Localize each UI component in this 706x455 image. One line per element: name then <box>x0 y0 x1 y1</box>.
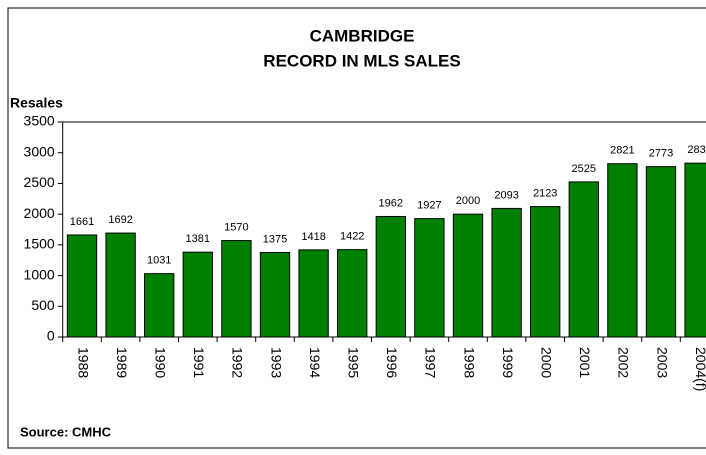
y-axis-label: Resales <box>10 95 63 111</box>
y-tick-label: 0 <box>47 328 55 344</box>
value-label: 1570 <box>224 221 248 233</box>
value-label: 2525 <box>572 163 596 175</box>
value-label: 1692 <box>108 214 132 226</box>
bar <box>645 166 677 338</box>
value-label: 1661 <box>70 216 94 228</box>
x-tick-label: 1989 <box>114 347 130 378</box>
bar <box>144 273 175 338</box>
value-label: 2830 <box>687 144 706 156</box>
value-label: 1422 <box>340 231 364 243</box>
y-tick-label: 2000 <box>24 205 55 221</box>
value-label: 1381 <box>186 233 210 245</box>
value-label: 1418 <box>301 231 325 243</box>
bar <box>221 240 252 338</box>
y-tick-label: 2500 <box>24 174 55 190</box>
y-tick-label: 1500 <box>24 236 55 252</box>
y-tick-label: 3000 <box>24 143 55 159</box>
x-tick-label: 1993 <box>268 347 284 378</box>
y-tick-label: 500 <box>31 297 55 313</box>
bar <box>491 207 522 338</box>
value-label: 1962 <box>379 197 403 209</box>
x-tick-label: 1994 <box>307 347 323 378</box>
chart-subtitle: RECORD IN MLS SALES <box>263 51 460 70</box>
chart-border <box>7 7 706 449</box>
bar <box>684 162 706 338</box>
bar <box>337 249 368 338</box>
bar <box>414 218 445 338</box>
x-tick-label: 1992 <box>230 347 246 378</box>
source-note: Source: CMHC <box>20 424 112 439</box>
value-label: 2000 <box>456 195 480 207</box>
x-tick-label: 1988 <box>75 347 91 378</box>
value-label: 2773 <box>649 148 673 160</box>
bar <box>298 249 329 338</box>
bar <box>607 163 638 338</box>
value-label: 1375 <box>263 233 287 245</box>
x-tick-label: 1997 <box>423 347 439 378</box>
bar <box>66 234 98 338</box>
x-tick-label: 2001 <box>577 347 593 378</box>
chart-title: CAMBRIDGE <box>310 26 415 45</box>
value-label: 1927 <box>417 200 441 212</box>
x-tick-label: 1991 <box>191 347 207 378</box>
bar <box>452 213 484 338</box>
bar <box>568 181 599 338</box>
x-tick-label: 1995 <box>345 347 361 378</box>
x-tick-label: 2000 <box>538 347 554 378</box>
value-label: 2821 <box>610 145 634 157</box>
y-tick-label: 1000 <box>24 266 55 282</box>
value-label: 2093 <box>494 189 518 201</box>
value-label: 2123 <box>533 187 557 199</box>
x-tick-label: 1990 <box>152 347 168 378</box>
x-tick-label: 2003 <box>654 347 670 378</box>
bar <box>105 232 136 338</box>
y-tick-label: 3500 <box>24 113 55 129</box>
x-tick-label: 1998 <box>461 347 477 378</box>
x-tick-label: 2004(f) <box>693 347 706 391</box>
value-label: 1031 <box>147 255 171 267</box>
bar <box>182 251 213 338</box>
x-tick-label: 1999 <box>500 347 516 378</box>
bar <box>375 215 406 338</box>
bar <box>259 252 291 338</box>
x-tick-label: 2002 <box>616 347 632 378</box>
x-tick-label: 1996 <box>384 347 400 378</box>
bar <box>530 206 561 338</box>
